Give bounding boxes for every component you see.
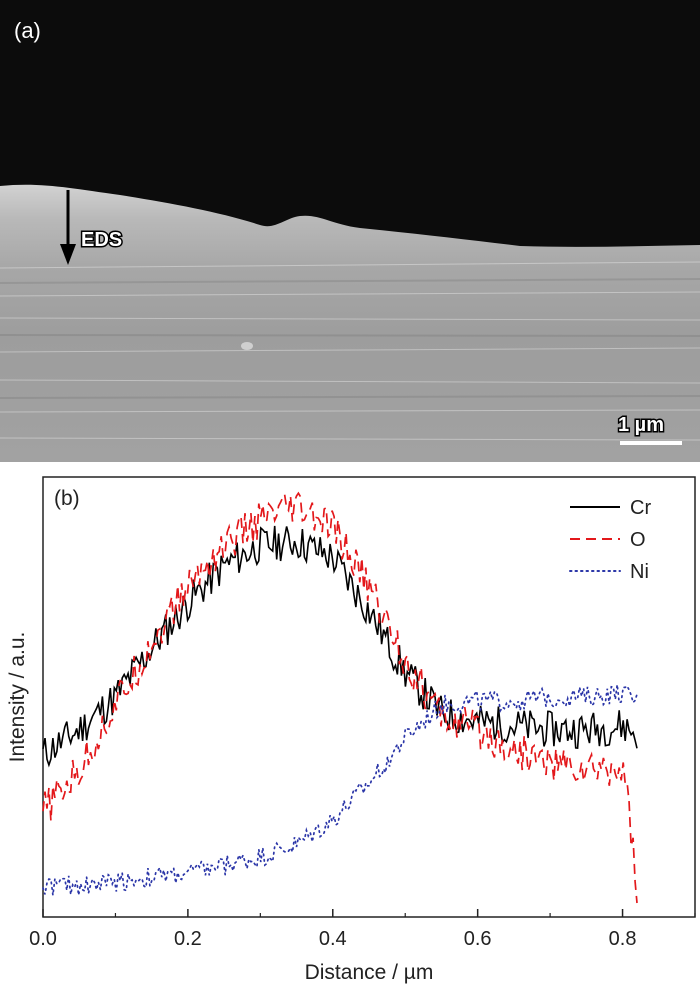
series-line-ni [42, 684, 638, 896]
series-layer [42, 491, 638, 904]
y-axis-label: Intensity / a.u. [6, 632, 29, 763]
plot-frame [42, 476, 696, 918]
eds-arrow-icon [60, 190, 76, 265]
x-tick-label: 0.8 [609, 928, 637, 950]
series-line-cr [42, 525, 638, 768]
x-tick-label: 0.4 [319, 928, 347, 950]
x-tick-label: 0.6 [464, 928, 492, 950]
eds-label: EDS [81, 229, 122, 251]
panel-b-label: (b) [54, 487, 80, 510]
coating-cross-section [0, 184, 700, 462]
series-line-o [42, 491, 638, 904]
panel-a-label: (a) [14, 18, 41, 43]
legend-label-cr: Cr [630, 497, 651, 519]
sem-micrograph-panel: (a) EDS 1 µm [0, 0, 700, 462]
ticks-layer: 0.0 0.2 0.4 0.6 0.8 [29, 909, 696, 950]
x-tick-label: 0.0 [29, 928, 57, 950]
legend-label-o: O [630, 529, 646, 551]
substrate-striations [0, 261, 700, 441]
x-tick-label: 0.2 [174, 928, 202, 950]
legend: Cr O Ni [569, 497, 651, 583]
substrate-dark-bands [0, 278, 700, 399]
surface-particle [241, 342, 253, 350]
legend-label-ni: Ni [630, 561, 649, 583]
eds-line-profile-panel: (b) 0.0 0.2 0.4 0.6 0.8 Cr O Ni Distance / µm … [0, 462, 700, 988]
scale-bar-label: 1 µm [618, 414, 664, 436]
sem-image: (a) EDS 1 µm [0, 0, 700, 462]
x-axis-label: Distance / µm [305, 961, 434, 984]
